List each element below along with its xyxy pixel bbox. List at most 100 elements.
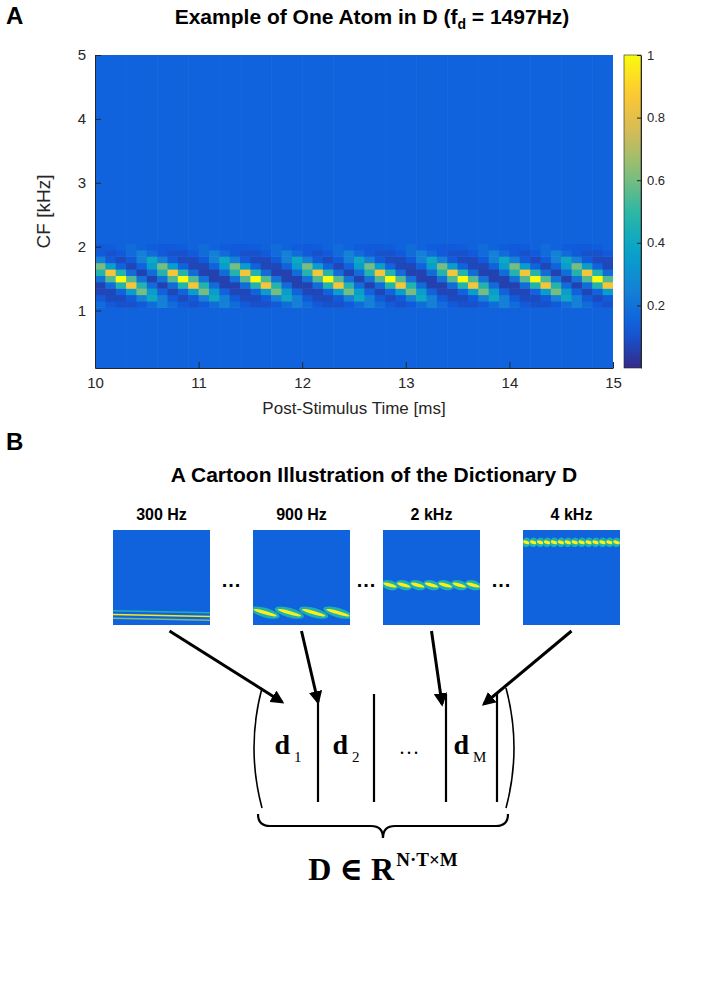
heatmap-cell xyxy=(447,282,458,289)
heatmap-cell xyxy=(489,250,500,257)
heatmap-cell xyxy=(147,295,158,302)
heatmap-cell xyxy=(437,263,448,270)
heatmap-cell xyxy=(478,243,489,250)
heatmap-cell xyxy=(147,243,158,250)
heatmap-cell xyxy=(281,263,292,270)
heatmap-cell xyxy=(313,263,324,270)
heatmap-cell xyxy=(188,256,199,263)
heatmap-cell xyxy=(126,250,137,257)
heatmap-cell xyxy=(603,288,613,295)
heatmap-cell xyxy=(530,263,541,270)
heatmap-cell xyxy=(323,243,334,250)
heatmap-cell xyxy=(240,250,251,257)
heatmap-cell xyxy=(427,263,438,270)
heatmap-cell xyxy=(230,250,241,257)
heatmap-cell xyxy=(427,295,438,302)
heatmap-cell xyxy=(540,307,551,368)
heatmap-cell xyxy=(375,250,386,257)
heatmap-cell xyxy=(95,243,106,250)
heatmap-cell xyxy=(603,301,613,308)
heatmap-cell xyxy=(157,307,168,368)
heatmap-cell xyxy=(95,288,106,295)
heatmap-cell xyxy=(323,295,334,302)
heatmap-cell xyxy=(271,269,282,276)
heatmap-cell xyxy=(478,295,489,302)
heatmap-cell xyxy=(281,55,292,244)
heatmap-cell xyxy=(364,250,375,257)
heatmap-cell xyxy=(540,269,551,276)
heatmap-cell xyxy=(603,275,613,282)
heatmap-cell xyxy=(354,307,365,368)
heatmap-cell xyxy=(261,307,272,368)
caption-set: R xyxy=(371,851,395,887)
heatmap-cell xyxy=(95,269,106,276)
heatmap-cell xyxy=(489,263,500,270)
thumbnail-stripe-halo xyxy=(464,578,480,592)
matrix-column: dM xyxy=(454,729,487,765)
heatmap-cell xyxy=(530,269,541,276)
heatmap-cell xyxy=(468,307,479,368)
tick-label: 14 xyxy=(502,374,519,391)
heatmap-cell xyxy=(219,275,230,282)
heatmap-cell xyxy=(95,301,106,308)
heatmap-cell xyxy=(261,288,272,295)
heatmap-cell xyxy=(395,263,406,270)
heatmap-cell xyxy=(468,282,479,289)
heatmap-cell xyxy=(509,288,520,295)
page: AExample of One Atom in D (fd = 1497Hz)1… xyxy=(0,0,724,991)
heatmap-cell xyxy=(478,250,489,257)
heatmap-cell xyxy=(333,301,344,308)
heatmap-cell xyxy=(582,263,593,270)
heatmap-cell xyxy=(520,275,531,282)
thumbnail-stripe xyxy=(277,608,301,618)
heatmap-cell xyxy=(509,269,520,276)
heatmap-cell xyxy=(116,282,127,289)
heatmap-cell xyxy=(219,295,230,302)
heatmap-cell xyxy=(437,288,448,295)
heatmap-cell xyxy=(333,282,344,289)
heatmap-cell xyxy=(416,301,427,308)
heatmap-cell xyxy=(116,275,127,282)
caption-superscript: N·T×M xyxy=(396,849,458,870)
heatmap-cell xyxy=(395,288,406,295)
heatmap-cell xyxy=(240,307,251,368)
heatmap-cell xyxy=(468,243,479,250)
heatmap-cell xyxy=(178,243,189,250)
heatmap-cell xyxy=(136,269,147,276)
heatmap-cell xyxy=(323,55,334,244)
matrix-separator xyxy=(373,694,375,802)
heatmap-cell xyxy=(406,269,417,276)
heatmap-cell xyxy=(354,250,365,257)
heatmap-cell xyxy=(292,55,303,244)
heatmap-cell xyxy=(385,307,396,368)
heatmap-cell xyxy=(199,263,210,270)
heatmap-cell xyxy=(603,307,613,368)
heatmap-cell xyxy=(126,55,137,244)
heatmap-cell xyxy=(499,275,510,282)
heatmap-cell xyxy=(323,256,334,263)
heatmap-cell xyxy=(395,282,406,289)
heatmap-cell xyxy=(157,263,168,270)
tick: 2 xyxy=(78,238,101,255)
heatmap-cell xyxy=(364,307,375,368)
heatmap-cell xyxy=(375,256,386,263)
heatmap-cell xyxy=(572,250,583,257)
heatmap-cell xyxy=(250,282,261,289)
heatmap-cell xyxy=(199,243,210,250)
heatmap-cell xyxy=(116,256,127,263)
heatmap-cell xyxy=(437,55,448,244)
heatmap-cell xyxy=(416,288,427,295)
heatmap-cell xyxy=(530,282,541,289)
heatmap-cell xyxy=(95,263,106,270)
heatmap-cell xyxy=(437,295,448,302)
heatmap-cell xyxy=(437,275,448,282)
heatmap-cell xyxy=(468,295,479,302)
heatmap-cell xyxy=(323,263,334,270)
colorbar-axis: 0.20.40.60.81 xyxy=(637,48,665,369)
heatmap-cell xyxy=(168,55,179,244)
tick: 11 xyxy=(191,362,207,391)
heatmap-cell xyxy=(199,269,210,276)
y-axis-line xyxy=(95,56,96,369)
heatmap-cell xyxy=(458,282,469,289)
atom-thumbnail xyxy=(523,530,620,625)
